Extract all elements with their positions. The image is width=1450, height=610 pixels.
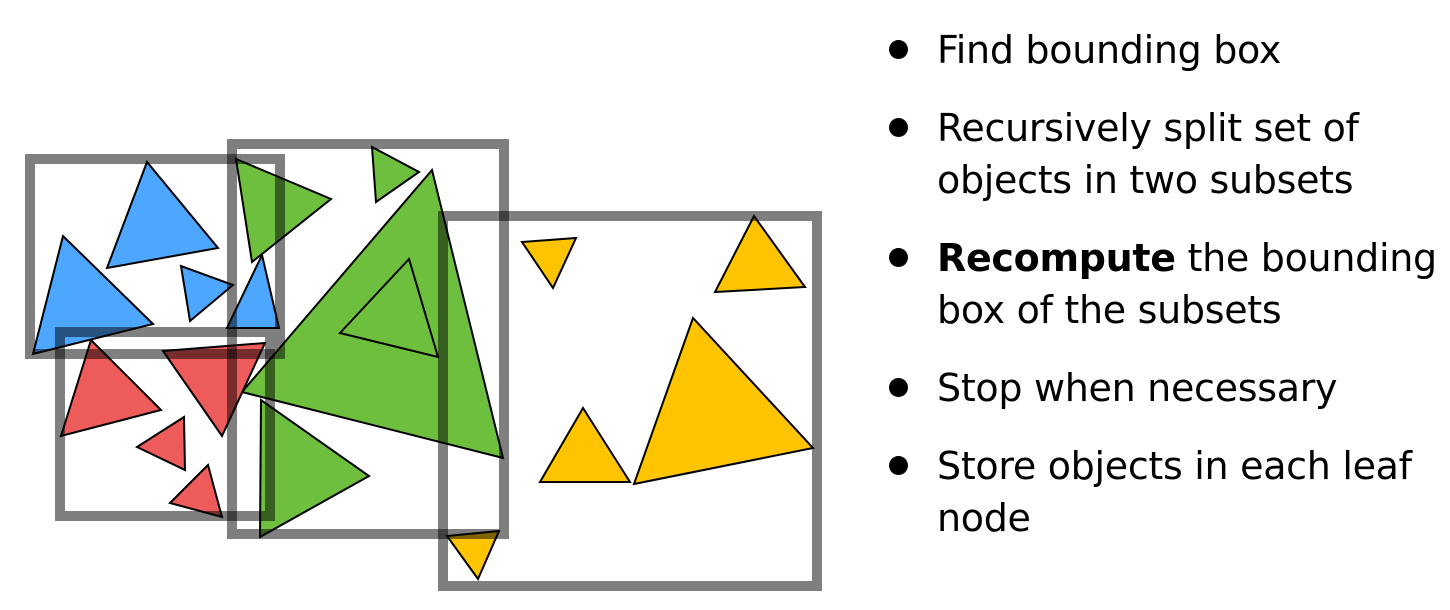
green-triangles [234,145,505,539]
green-triangle [370,145,421,204]
bullet-item-store-objects: Store objects in each leaf node [880,440,1440,544]
bullet-item-stop-when-necessary: Stop when necessary [880,362,1440,414]
yellow-triangle [520,236,578,291]
bounding-box-green [227,139,509,539]
bullet-text: Find bounding box [937,28,1282,72]
blue-triangle [179,264,235,323]
bvh-diagram [25,139,822,591]
yellow-triangle [713,214,807,294]
bullet-dot-icon [889,40,908,59]
bullet-bold-text: Recompute [937,236,1176,280]
red-triangle [59,338,163,438]
bullet-text: Store objects in each leaf node [937,444,1412,540]
blue-triangle [31,234,155,356]
bullet-item-find-bounding-box: Find bounding box [880,24,1440,76]
bullet-text: Recursively split set of objects in two … [937,106,1359,202]
bullet-item-recompute: Recompute the bounding box of the subset… [880,232,1440,336]
blue-triangles [31,160,281,356]
red-triangle [161,341,267,439]
green-triangle [258,398,371,539]
bullet-item-recursively-split: Recursively split set of objects in two … [880,102,1440,206]
bounding-boxes [25,139,822,591]
bullet-dot-icon [889,378,908,397]
bullet-dot-icon [889,248,908,267]
bullet-text: the bounding box of the subsets [937,236,1437,332]
green-triangle [338,257,440,359]
yellow-triangle [632,316,815,486]
blue-triangle [105,160,220,270]
bullet-text: Stop when necessary [937,366,1338,410]
bullet-list: Find bounding box Recursively split set … [880,24,1440,570]
yellow-triangle [538,406,632,483]
red-triangle [168,463,224,519]
red-triangles [59,338,267,519]
bounding-box-yellow [438,211,822,591]
bounding-box-red [55,327,275,521]
bounding-box-blue [25,154,285,359]
red-triangle [134,415,187,472]
yellow-triangles [445,214,815,582]
bullet-dot-icon [889,118,908,137]
bullet-dot-icon [889,456,908,475]
